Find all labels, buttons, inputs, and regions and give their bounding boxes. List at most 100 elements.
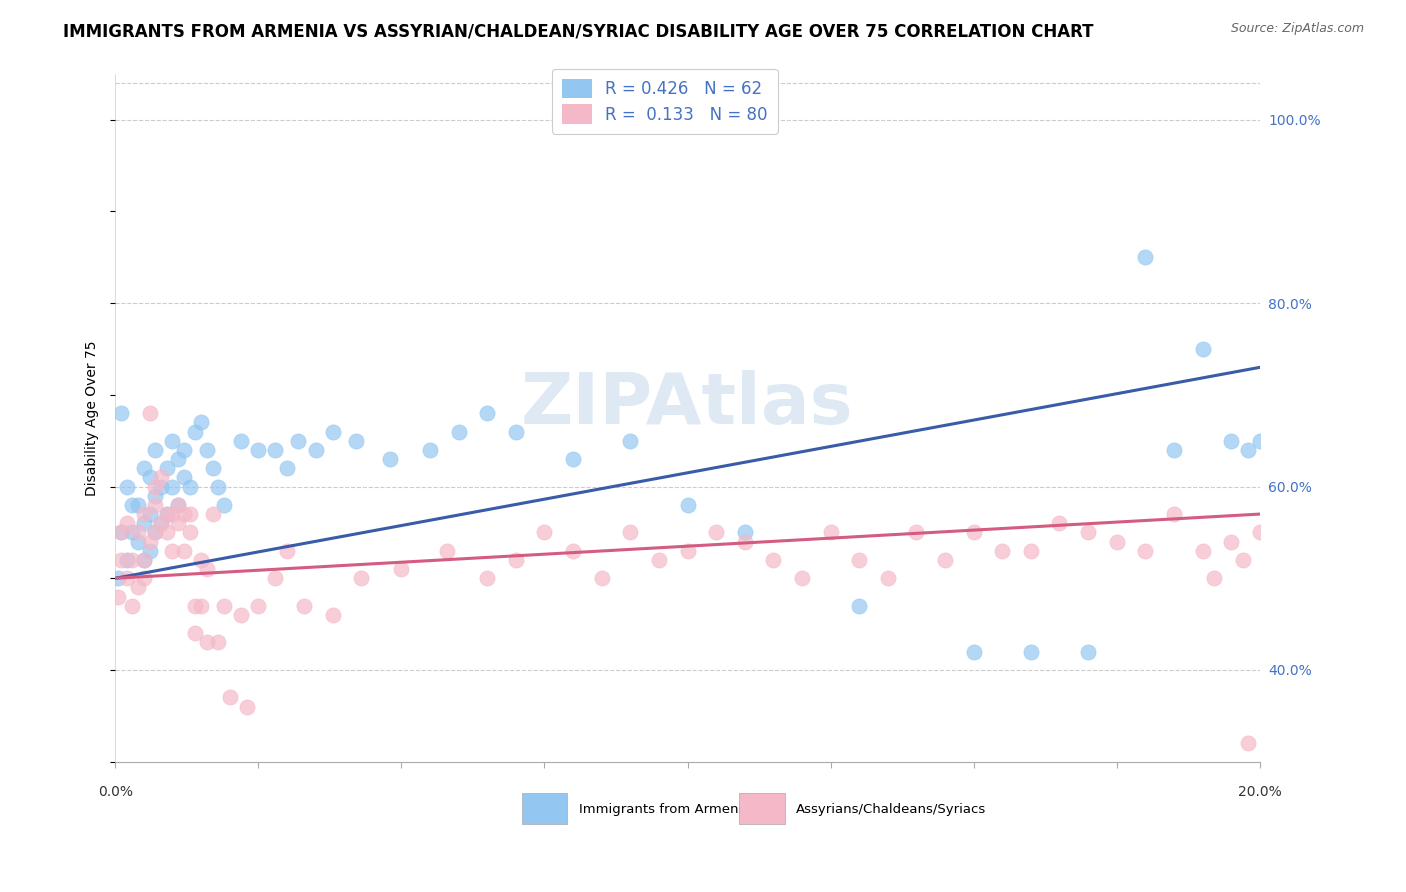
Point: [247, 442, 270, 457]
Point: [132, 461, 155, 475]
Point: [236, 699, 259, 714]
Point: [179, 479, 201, 493]
Point: [162, 507, 184, 521]
Point: [150, 479, 173, 493]
Point: [150, 516, 173, 531]
Point: [1249, 434, 1271, 448]
Point: [173, 543, 195, 558]
Point: [212, 498, 235, 512]
Point: [762, 553, 785, 567]
Point: [962, 645, 984, 659]
Point: [1105, 534, 1128, 549]
FancyBboxPatch shape: [522, 793, 568, 823]
Point: [1191, 543, 1213, 558]
Point: [162, 543, 184, 558]
Point: [184, 599, 207, 613]
Point: [1191, 342, 1213, 356]
Point: [591, 571, 613, 585]
Point: [1220, 434, 1243, 448]
Point: [1135, 250, 1157, 264]
Point: [436, 543, 458, 558]
Point: [1163, 442, 1185, 457]
Point: [304, 442, 326, 457]
Point: [264, 571, 287, 585]
Point: [505, 553, 527, 567]
Point: [121, 498, 143, 512]
Point: [378, 452, 401, 467]
Point: [150, 516, 173, 531]
Point: [676, 543, 699, 558]
Point: [1163, 507, 1185, 521]
Point: [156, 507, 179, 521]
Point: [1019, 645, 1042, 659]
Legend: R = 0.426   N = 62, R =  0.133   N = 80: R = 0.426 N = 62, R = 0.133 N = 80: [551, 69, 778, 134]
Point: [156, 461, 179, 475]
Point: [162, 434, 184, 448]
Point: [218, 690, 240, 705]
Point: [201, 461, 224, 475]
Point: [156, 525, 179, 540]
Point: [127, 534, 149, 549]
Point: [115, 516, 138, 531]
Point: [173, 442, 195, 457]
Point: [389, 562, 412, 576]
Point: [156, 507, 179, 521]
Point: [167, 498, 190, 512]
Point: [179, 525, 201, 540]
Point: [1249, 525, 1271, 540]
Point: [121, 525, 143, 540]
Point: [127, 525, 149, 540]
Point: [190, 553, 212, 567]
Point: [562, 543, 585, 558]
Point: [195, 562, 218, 576]
Point: [190, 599, 212, 613]
Point: [143, 479, 166, 493]
Point: [505, 425, 527, 439]
Point: [110, 406, 132, 420]
Point: [477, 406, 499, 420]
Point: [127, 581, 149, 595]
Point: [231, 607, 253, 622]
Point: [419, 442, 441, 457]
Point: [138, 406, 160, 420]
Point: [1232, 553, 1254, 567]
Point: [132, 507, 155, 521]
Point: [143, 442, 166, 457]
Point: [1135, 543, 1157, 558]
Point: [231, 434, 253, 448]
Point: [562, 452, 585, 467]
Point: [1049, 516, 1071, 531]
Point: [533, 525, 555, 540]
Point: [150, 470, 173, 484]
Point: [143, 498, 166, 512]
Point: [121, 553, 143, 567]
Point: [132, 553, 155, 567]
Text: 20.0%: 20.0%: [1237, 785, 1282, 798]
Point: [167, 452, 190, 467]
FancyBboxPatch shape: [740, 793, 785, 823]
Point: [138, 507, 160, 521]
Point: [676, 498, 699, 512]
Point: [292, 599, 315, 613]
Point: [1220, 534, 1243, 549]
Point: [905, 525, 928, 540]
Point: [287, 434, 309, 448]
Point: [322, 607, 344, 622]
Point: [138, 470, 160, 484]
Point: [173, 470, 195, 484]
Text: Source: ZipAtlas.com: Source: ZipAtlas.com: [1230, 22, 1364, 36]
Point: [991, 543, 1014, 558]
Point: [207, 479, 229, 493]
Point: [190, 416, 212, 430]
Point: [138, 543, 160, 558]
Point: [848, 599, 870, 613]
Point: [207, 635, 229, 649]
Point: [619, 525, 641, 540]
Point: [195, 442, 218, 457]
Text: Immigrants from Armenia: Immigrants from Armenia: [579, 804, 751, 816]
Point: [876, 571, 898, 585]
Point: [132, 516, 155, 531]
Point: [110, 553, 132, 567]
Point: [167, 516, 190, 531]
Point: [110, 525, 132, 540]
